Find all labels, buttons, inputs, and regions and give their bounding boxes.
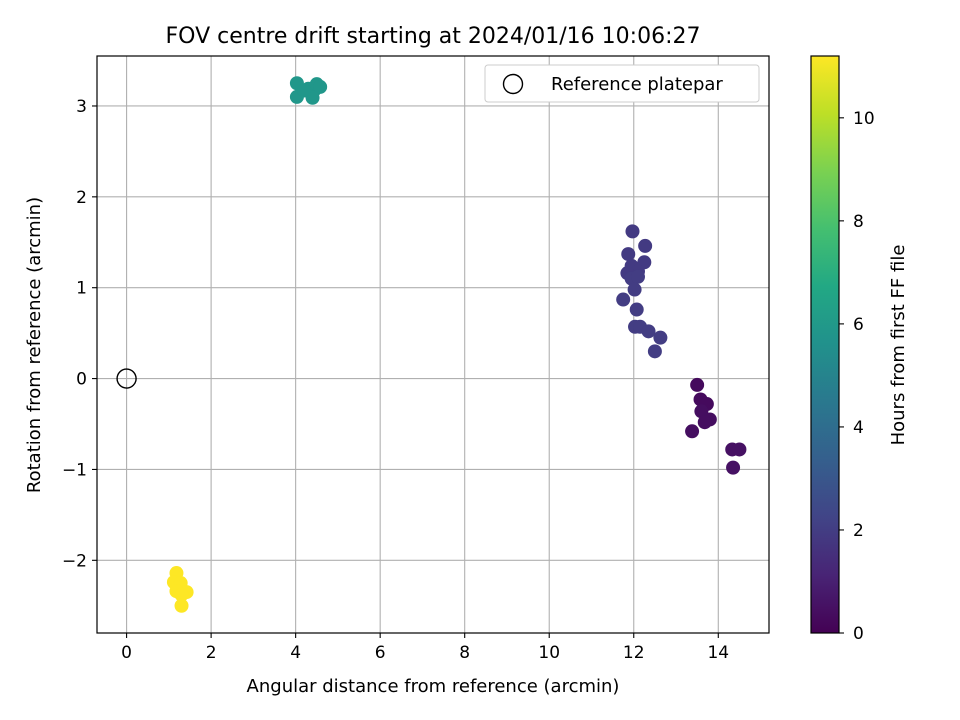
plot-frame xyxy=(96,55,770,634)
colorbar-tick-label: 0 xyxy=(853,624,864,644)
y-tick-label: 3 xyxy=(76,97,87,117)
data-point xyxy=(616,292,631,307)
x-tick-label: 0 xyxy=(121,643,132,663)
data-point xyxy=(732,442,747,457)
data-point xyxy=(726,460,741,475)
data-point xyxy=(641,324,656,339)
legend-box xyxy=(484,64,760,103)
data-point xyxy=(630,269,645,284)
x-axis-label: Angular distance from reference (arcmin) xyxy=(247,676,620,697)
y-axis-label: Rotation from reference (arcmin) xyxy=(24,197,45,493)
y-axis-ticks: −2 −1 0 1 2 3 xyxy=(62,97,97,571)
y-tick-label: −2 xyxy=(62,551,87,571)
colorbar-tick-label: 8 xyxy=(853,212,864,232)
data-point xyxy=(697,415,712,430)
y-tick-label: 0 xyxy=(76,370,87,390)
data-points xyxy=(166,76,747,613)
colorbar-ticks: 0 2 4 6 8 10 xyxy=(839,109,875,644)
data-point xyxy=(653,330,668,345)
reference-marker xyxy=(116,368,137,389)
data-point xyxy=(647,344,662,359)
y-tick-label: 1 xyxy=(76,279,87,299)
data-point xyxy=(174,598,189,613)
data-point xyxy=(627,282,642,297)
x-tick-label: 10 xyxy=(538,643,560,663)
data-point xyxy=(297,83,312,98)
x-tick-label: 14 xyxy=(707,643,729,663)
x-tick-label: 4 xyxy=(290,643,301,663)
x-axis-ticks: 0 2 4 6 8 10 12 14 xyxy=(121,633,729,663)
grid-lines xyxy=(97,56,769,633)
colorbar-tick-label: 6 xyxy=(853,315,864,335)
data-point xyxy=(621,247,636,262)
x-tick-label: 2 xyxy=(206,643,217,663)
colorbar xyxy=(810,55,840,634)
data-point xyxy=(685,424,700,439)
colorbar-tick-label: 10 xyxy=(853,109,875,129)
y-tick-label: −1 xyxy=(62,460,87,480)
data-point xyxy=(313,79,328,94)
x-tick-label: 6 xyxy=(375,643,386,663)
colorbar-tick-label: 2 xyxy=(853,521,864,541)
data-point xyxy=(690,377,705,392)
legend-label-reference: Reference platepar xyxy=(551,74,723,95)
data-point xyxy=(174,587,189,602)
x-tick-label: 12 xyxy=(623,643,645,663)
data-point xyxy=(638,238,653,253)
reference-point xyxy=(116,368,137,389)
x-tick-label: 8 xyxy=(459,643,470,663)
y-tick-label: 2 xyxy=(76,188,87,208)
data-point xyxy=(629,302,644,317)
colorbar-label: Hours from first FF file xyxy=(888,245,909,446)
data-point xyxy=(625,224,640,239)
legend: Reference platepar xyxy=(484,64,760,103)
colorbar-tick-label: 4 xyxy=(853,418,864,438)
legend-marker-reference xyxy=(502,73,524,95)
chart-title: FOV centre drift starting at 2024/01/16 … xyxy=(166,24,701,49)
